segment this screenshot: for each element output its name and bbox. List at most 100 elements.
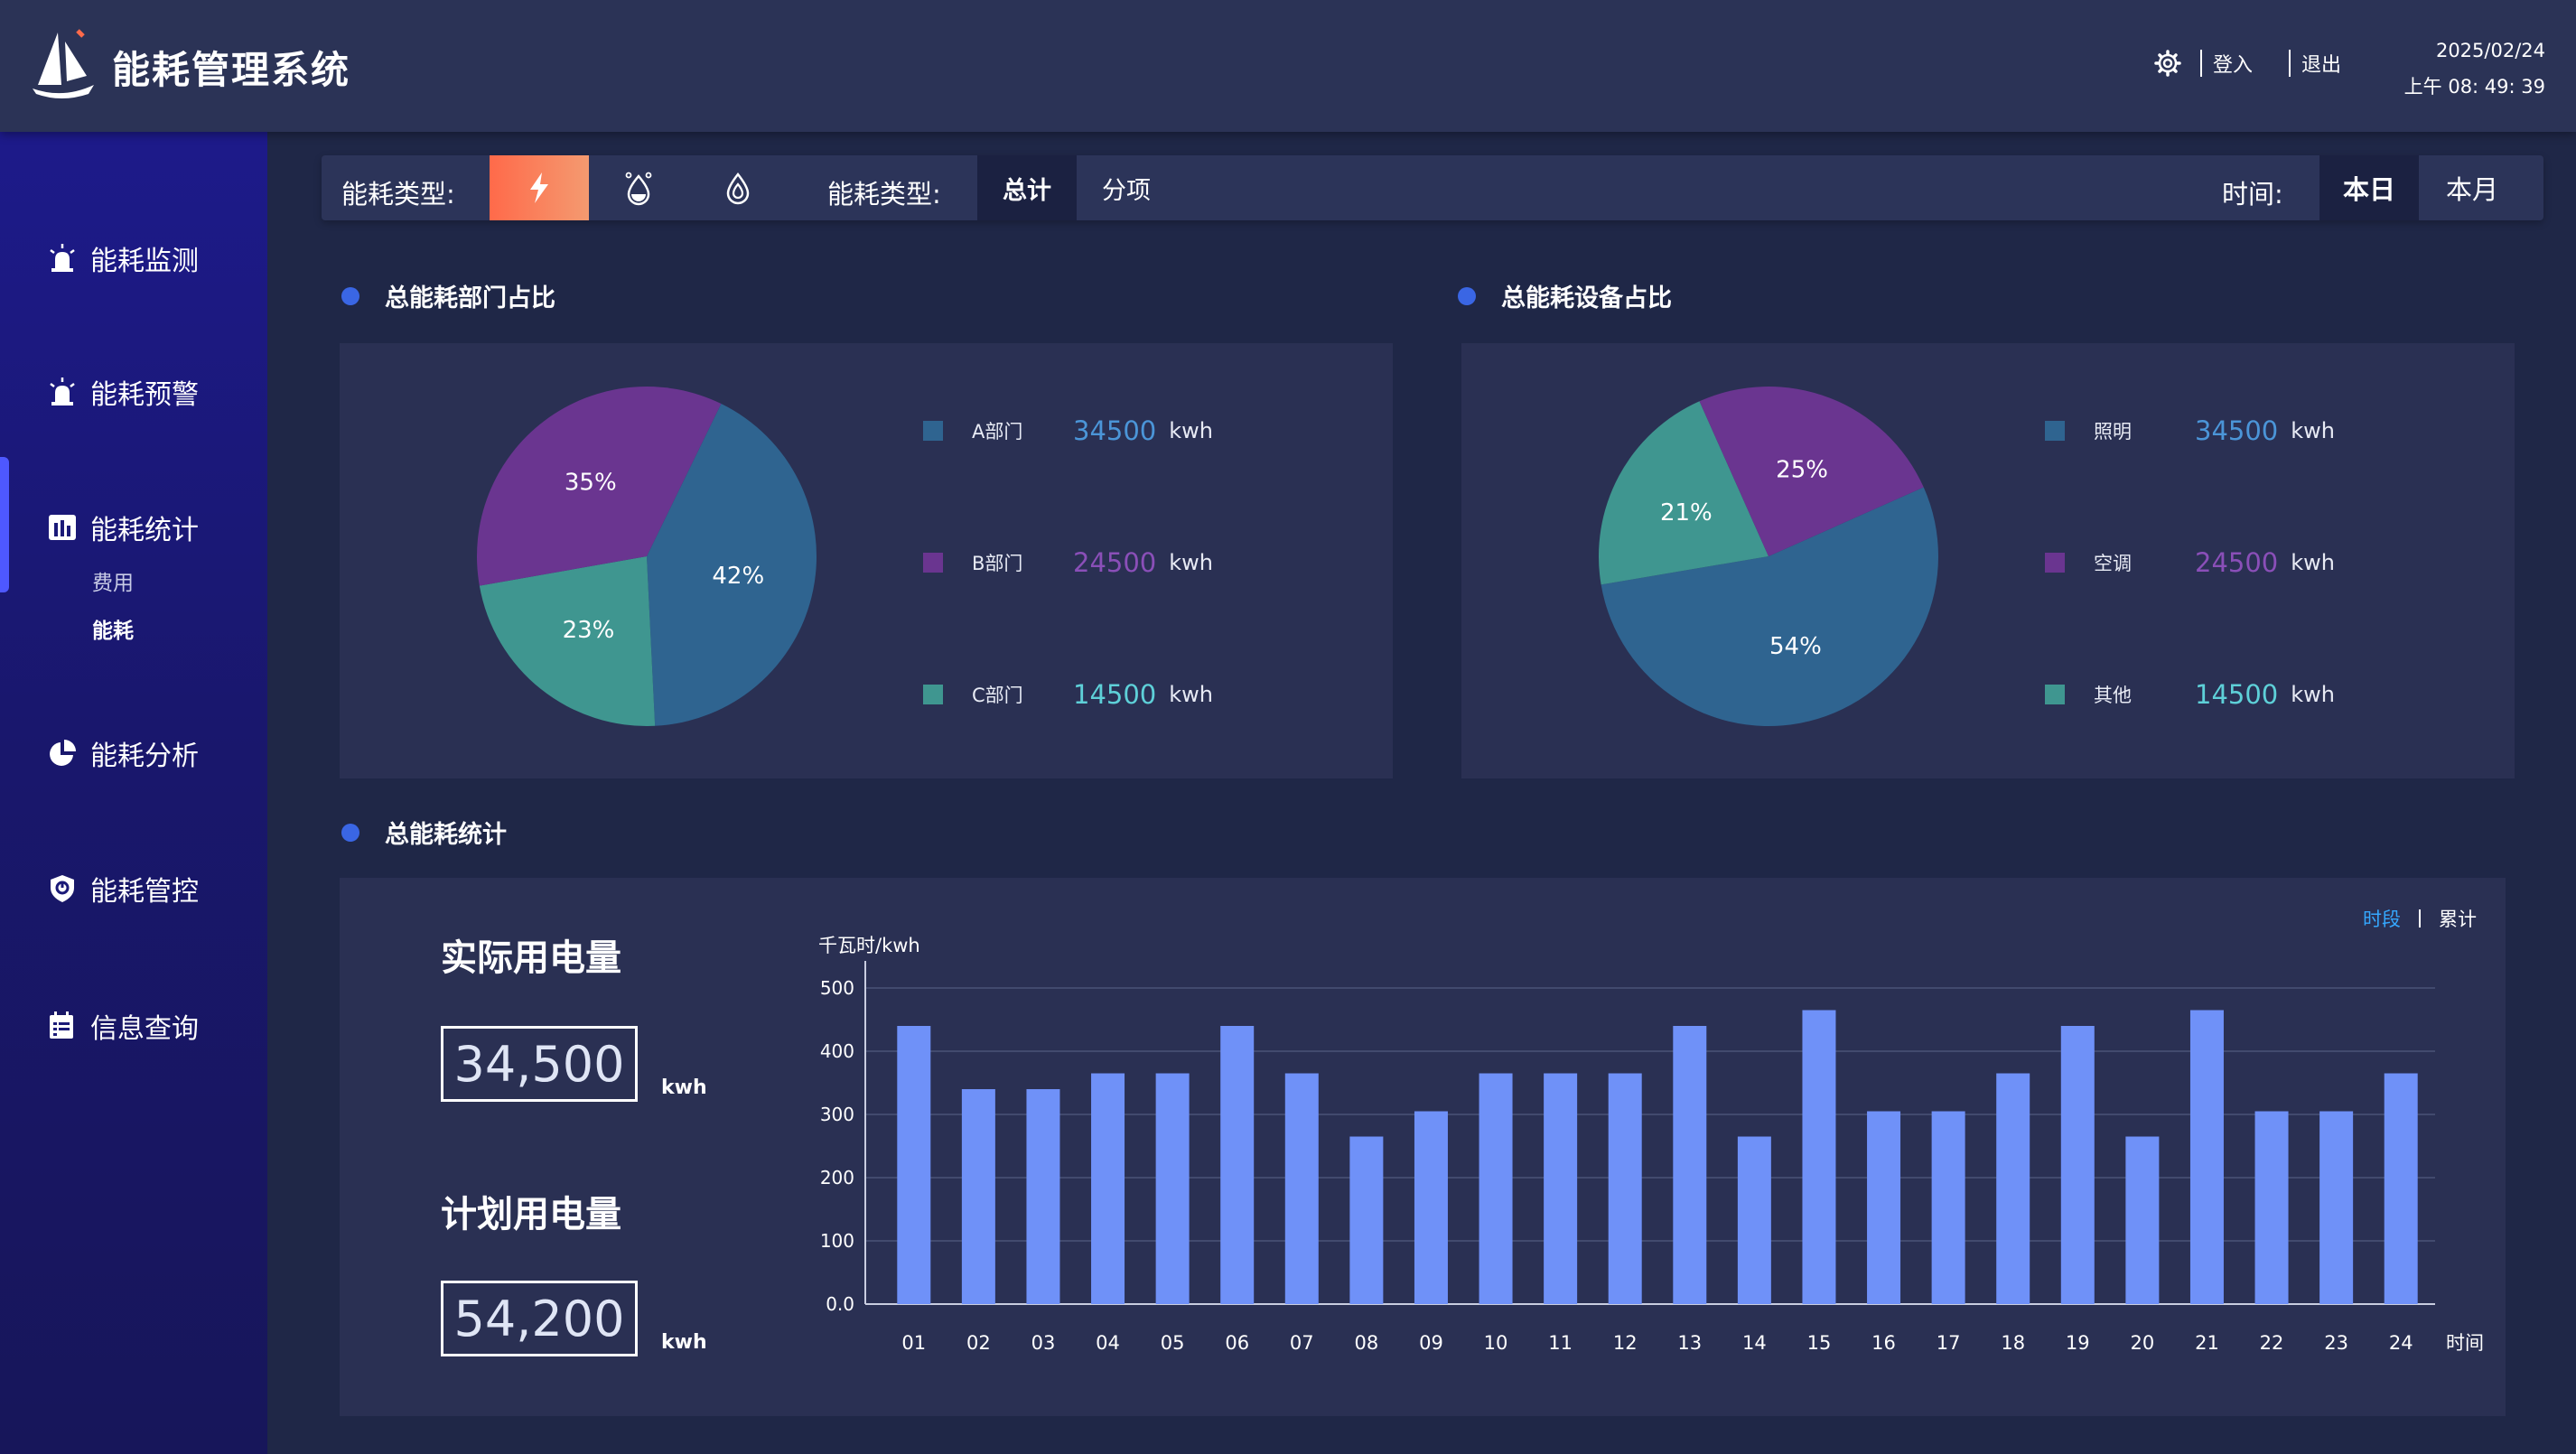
bar-03[interactable]: [1026, 1089, 1060, 1304]
header-tools: 登入 退出: [2153, 49, 2341, 78]
sidebar-item-query[interactable]: 信息查询: [47, 1006, 199, 1046]
device-pie-slice-1[interactable]: [1599, 401, 1769, 585]
bar-21[interactable]: [2189, 1010, 2224, 1305]
sidebar-item-warning[interactable]: 能耗预警: [47, 372, 199, 412]
section-title-text: 总能耗设备占比: [1501, 284, 1672, 312]
legend-swatch: [923, 685, 943, 704]
device-pie-slice-label: 54%: [1769, 633, 1822, 660]
bar-06[interactable]: [1220, 1026, 1255, 1304]
energy-type-label: 能耗类型:: [341, 179, 455, 210]
x-tick-label: 02: [966, 1332, 991, 1354]
bullet-dot: [341, 286, 359, 305]
logout-link[interactable]: 退出: [2301, 54, 2341, 77]
category-total-button[interactable]: 总计: [977, 155, 1077, 220]
pie-chart-icon: [50, 740, 76, 766]
sidebar-item-analysis[interactable]: 能耗分析: [47, 733, 199, 773]
legend-label: B部门: [972, 553, 1023, 574]
bar-13[interactable]: [1673, 1026, 1707, 1304]
toggle-cumulative-button[interactable]: 累计: [2439, 909, 2477, 930]
y-tick-label: 200: [820, 1167, 854, 1188]
x-tick-label: 07: [1290, 1332, 1314, 1354]
legend-unit: kwh: [2291, 418, 2336, 443]
y-tick-label: 500: [820, 977, 854, 999]
bar-01[interactable]: [897, 1026, 931, 1304]
device-pie-slice-label: 21%: [1660, 499, 1713, 527]
bar-12[interactable]: [1608, 1073, 1642, 1305]
dept-legend-item[interactable]: B部门 24500 kwh: [923, 547, 1213, 578]
dept-legend-item[interactable]: C部门 14500 kwh: [923, 679, 1213, 710]
time-text: 上午 08: 49: 39: [2403, 76, 2545, 98]
sidebar-subitem-cost[interactable]: 费用: [92, 572, 134, 595]
bar-14[interactable]: [1737, 1136, 1771, 1305]
bar-05[interactable]: [1155, 1073, 1190, 1305]
time-month-button[interactable]: 本月: [2445, 174, 2498, 205]
dept-pie-slice-0[interactable]: [647, 404, 817, 726]
sidebar-item-control[interactable]: 能耗管控: [47, 869, 199, 909]
bar-08[interactable]: [1349, 1136, 1384, 1305]
bar-20[interactable]: [2125, 1136, 2160, 1305]
water-drop-icon: [625, 172, 652, 206]
dept-legend-item[interactable]: A部门 34500 kwh: [923, 415, 1213, 446]
x-tick-label: 11: [1548, 1332, 1573, 1354]
bar-09[interactable]: [1414, 1111, 1448, 1305]
bar-23[interactable]: [2319, 1111, 2354, 1305]
x-tick-label: 16: [1871, 1332, 1896, 1354]
type-electricity-button[interactable]: [490, 155, 589, 220]
device-legend-item[interactable]: 空调 24500 kwh: [2045, 547, 2335, 578]
login-link[interactable]: 登入: [2212, 54, 2253, 77]
sidebar-item-label: 能耗管控: [90, 876, 199, 908]
bar-18[interactable]: [1996, 1073, 2030, 1305]
dept-pie-slice-1[interactable]: [479, 556, 656, 726]
sidebar-item-monitoring[interactable]: 能耗监测: [47, 238, 199, 278]
bar-07[interactable]: [1284, 1073, 1319, 1305]
legend-value: 34500: [1073, 415, 1157, 446]
bar-10[interactable]: [1479, 1073, 1513, 1305]
legend-swatch: [923, 421, 943, 441]
bar-04[interactable]: [1091, 1073, 1125, 1305]
bar-22[interactable]: [2254, 1111, 2289, 1305]
legend-label: 其他: [2094, 685, 2132, 706]
category-split-button[interactable]: 分项: [1102, 176, 1151, 205]
planned-usage-unit: kwh: [661, 1331, 707, 1354]
device-pie-panel: 54% 21% 25% 照明 34500 kwh 空调 24500 kwh 其他 14500 kwh: [1461, 343, 2515, 778]
gear-icon[interactable]: [2153, 49, 2182, 78]
x-tick-label: 08: [1355, 1332, 1379, 1354]
dept-section-title: 总能耗部门占比: [341, 278, 555, 313]
sidebar-item-label: 能耗监测: [90, 246, 199, 277]
x-tick-label: 05: [1161, 1332, 1185, 1354]
legend-value: 34500: [2195, 415, 2279, 446]
device-legend-item[interactable]: 照明 34500 kwh: [2045, 415, 2335, 446]
divider: [2199, 50, 2202, 77]
dept-pie-slice-label: 42%: [712, 563, 764, 590]
legend-unit: kwh: [1169, 682, 1214, 707]
time-today-button[interactable]: 本日: [2319, 155, 2419, 220]
shield-icon: [51, 875, 74, 902]
legend-swatch: [2045, 553, 2065, 573]
sidebar-item-statistics[interactable]: 能耗统计: [47, 508, 199, 547]
legend-value: 24500: [1073, 547, 1157, 578]
bar-15[interactable]: [1802, 1010, 1836, 1305]
bar-17[interactable]: [1931, 1111, 1965, 1305]
section-title-text: 总能耗部门占比: [385, 284, 555, 312]
divider: [2288, 50, 2291, 77]
type-gas-button[interactable]: [688, 155, 788, 220]
legend-value: 14500: [1073, 679, 1157, 710]
x-tick-label: 19: [2066, 1332, 2090, 1354]
type-water-button[interactable]: [589, 155, 688, 220]
x-tick-label: 09: [1419, 1332, 1443, 1354]
hourly-bar-chart: 千瓦时/kwh 0.0 100 200 300 400 500 01 02 03 04 05 06 07 0…: [818, 935, 2484, 1354]
device-pie-slice-2[interactable]: [1699, 387, 1924, 556]
bar-02[interactable]: [961, 1089, 995, 1304]
device-legend-item[interactable]: 其他 14500 kwh: [2045, 679, 2335, 710]
bar-11[interactable]: [1544, 1073, 1578, 1305]
sidebar: 能耗监测 能耗预警 能耗统计 费用 能耗 能耗分析 能耗: [0, 132, 267, 1454]
legend-unit: kwh: [2291, 550, 2336, 575]
dept-pie-slice-2[interactable]: [477, 387, 722, 586]
bar-16[interactable]: [1867, 1111, 1901, 1305]
device-pie-slice-0[interactable]: [1601, 487, 1938, 726]
toggle-period-button[interactable]: 时段: [2363, 909, 2401, 930]
bar-24[interactable]: [2384, 1073, 2418, 1305]
bullet-dot: [1458, 286, 1476, 305]
bar-19[interactable]: [2060, 1026, 2095, 1304]
sidebar-subitem-energy[interactable]: 能耗: [92, 620, 134, 643]
